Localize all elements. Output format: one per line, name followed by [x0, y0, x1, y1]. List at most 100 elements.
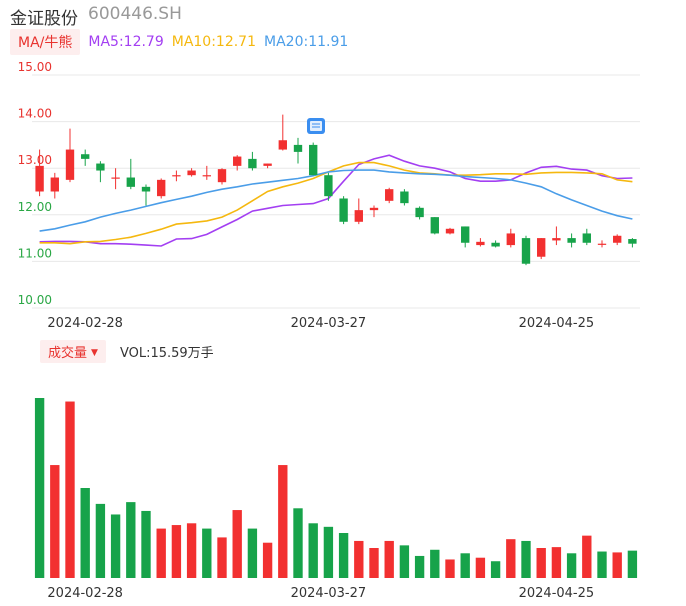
- ma-legend: MA/牛熊 MA5:12.79 MA10:12.71 MA20:11.91: [10, 29, 356, 55]
- volume-bar[interactable]: [566, 553, 577, 578]
- volume-bar[interactable]: [612, 552, 622, 578]
- candlestick[interactable]: [415, 206, 424, 220]
- volume-bar[interactable]: [247, 528, 258, 578]
- date-tick-label: 2024-02-28: [47, 586, 123, 601]
- volume-bar[interactable]: [399, 545, 410, 578]
- volume-bar[interactable]: [232, 510, 242, 578]
- volume-bar[interactable]: [551, 547, 562, 578]
- volume-bar[interactable]: [627, 550, 638, 578]
- volume-bar[interactable]: [506, 539, 516, 578]
- volume-bar[interactable]: [126, 502, 136, 578]
- candlestick[interactable]: [537, 238, 546, 260]
- volume-bar[interactable]: [338, 533, 349, 578]
- volume-bar[interactable]: [278, 465, 288, 578]
- candlestick[interactable]: [233, 155, 242, 171]
- candlestick[interactable]: [628, 238, 637, 248]
- candlestick[interactable]: [96, 161, 105, 183]
- volume-bar[interactable]: [354, 540, 364, 578]
- candlestick[interactable]: [217, 168, 227, 185]
- price-tick-label: 11.00: [18, 246, 52, 260]
- volume-value: VOL:15.59万手: [119, 345, 214, 361]
- volume-bar[interactable]: [80, 488, 90, 578]
- candlestick[interactable]: [582, 228, 591, 246]
- price-tick-label: 13.00: [18, 153, 52, 167]
- volume-bar[interactable]: [293, 508, 303, 578]
- ma20-line: [39, 169, 633, 232]
- candlestick[interactable]: [111, 168, 120, 190]
- candlestick[interactable]: [400, 189, 409, 206]
- candlesticks: [35, 114, 637, 266]
- news-marker-icon[interactable]: [307, 118, 325, 134]
- volume-bar[interactable]: [202, 528, 212, 578]
- volume-bar[interactable]: [217, 537, 227, 578]
- candlestick[interactable]: [293, 137, 303, 164]
- volume-bars: [34, 398, 638, 578]
- candlestick[interactable]: [445, 227, 455, 235]
- moving-average-lines: [39, 154, 633, 247]
- candlestick[interactable]: [81, 149, 90, 166]
- stock-code: 600446.SH: [88, 4, 182, 24]
- price-tick-label: 10.00: [18, 293, 52, 307]
- candlestick[interactable]: [50, 172, 59, 199]
- candlestick[interactable]: [187, 168, 196, 177]
- candlestick[interactable]: [339, 196, 348, 225]
- ma-toggle-button[interactable]: MA/牛熊: [10, 29, 81, 55]
- volume-bar[interactable]: [50, 465, 60, 578]
- candlestick[interactable]: [567, 233, 576, 248]
- volume-bar[interactable]: [110, 514, 121, 578]
- candlestick[interactable]: [521, 235, 531, 266]
- volume-bar[interactable]: [323, 526, 334, 578]
- candlestick[interactable]: [461, 226, 470, 248]
- candlestick[interactable]: [552, 226, 561, 246]
- candlestick[interactable]: [65, 128, 75, 183]
- date-tick-label: 2024-04-25: [519, 586, 595, 601]
- candlestick[interactable]: [248, 151, 257, 171]
- candlestick[interactable]: [126, 158, 135, 190]
- volume-bar[interactable]: [414, 555, 425, 578]
- candlestick[interactable]: [309, 142, 318, 176]
- volume-bar[interactable]: [521, 540, 531, 578]
- volume-bar[interactable]: [34, 398, 45, 578]
- volume-indicator-dropdown[interactable]: 成交量 ▼: [40, 339, 106, 363]
- price-gridlines: [32, 74, 640, 309]
- volume-bar[interactable]: [475, 557, 486, 578]
- candlestick[interactable]: [430, 217, 439, 235]
- volume-bar[interactable]: [156, 528, 166, 578]
- volume-bar[interactable]: [384, 540, 394, 578]
- price-tick-label: 12.00: [18, 200, 52, 214]
- candlestick[interactable]: [354, 198, 363, 225]
- volume-legend: 成交量 ▼ VOL:15.59万手: [40, 339, 214, 363]
- volume-bar[interactable]: [490, 561, 501, 578]
- candlestick[interactable]: [172, 170, 181, 182]
- candlestick[interactable]: [263, 163, 272, 169]
- candlestick[interactable]: [385, 187, 394, 204]
- volume-bar[interactable]: [536, 548, 546, 578]
- candlestick[interactable]: [506, 228, 515, 248]
- candlestick[interactable]: [369, 205, 379, 218]
- volume-bar[interactable]: [460, 553, 470, 578]
- volume-bar[interactable]: [171, 525, 182, 578]
- candlestick[interactable]: [35, 149, 44, 197]
- volume-bar[interactable]: [369, 548, 379, 578]
- candlestick[interactable]: [597, 240, 607, 248]
- volume-bar[interactable]: [430, 549, 440, 578]
- volume-bar[interactable]: [582, 535, 592, 578]
- price-tick-label: 14.00: [18, 107, 52, 121]
- volume-bar[interactable]: [308, 523, 318, 578]
- volume-bar[interactable]: [445, 559, 455, 578]
- volume-bar[interactable]: [95, 503, 106, 578]
- candlestick[interactable]: [491, 240, 500, 248]
- volume-bar[interactable]: [262, 542, 273, 578]
- candlestick[interactable]: [202, 165, 211, 180]
- candlestick[interactable]: [141, 184, 151, 206]
- candlestick[interactable]: [476, 238, 485, 247]
- candlestick[interactable]: [324, 172, 333, 201]
- volume-bar[interactable]: [597, 551, 607, 578]
- candlestick[interactable]: [157, 178, 166, 199]
- candlestick[interactable]: [613, 234, 622, 246]
- volume-bar[interactable]: [65, 401, 75, 578]
- volume-bar[interactable]: [186, 523, 197, 578]
- candlestick[interactable]: [278, 114, 287, 151]
- volume-bar[interactable]: [141, 510, 151, 578]
